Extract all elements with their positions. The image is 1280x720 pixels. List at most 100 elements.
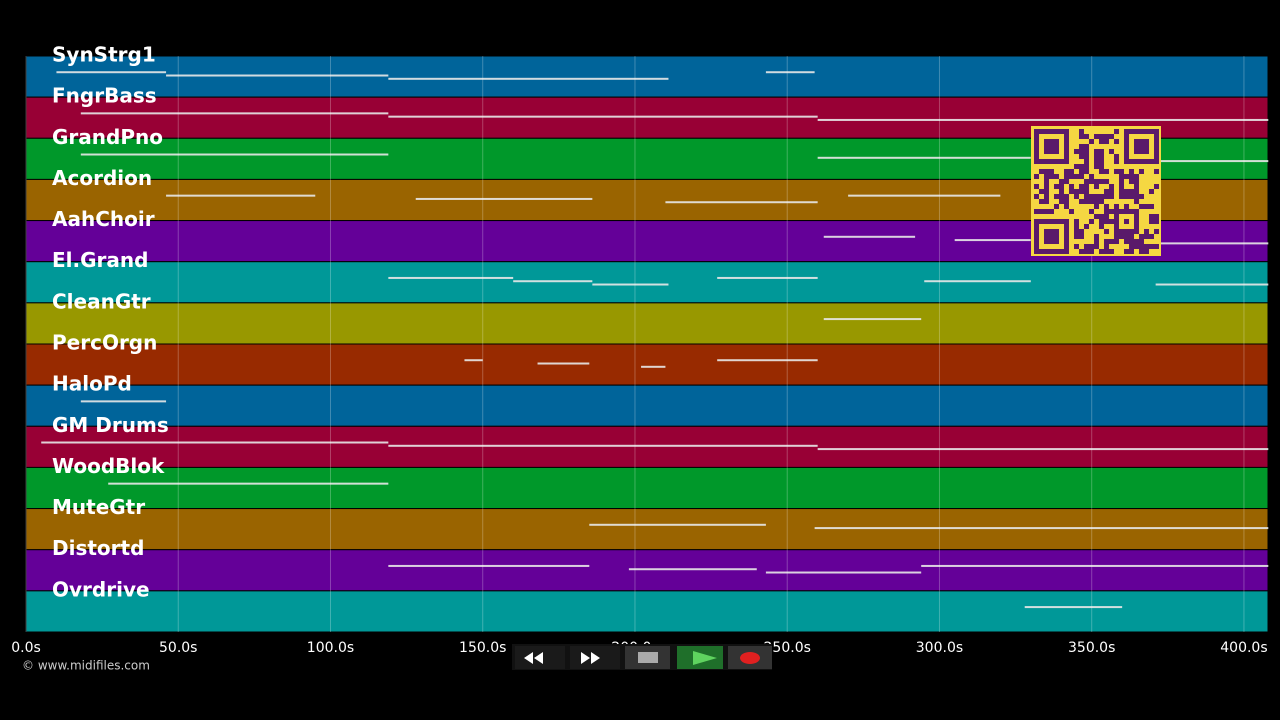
qr-cell: [1144, 234, 1149, 239]
qr-cell: [1039, 169, 1044, 174]
qr-finder: [1044, 139, 1059, 154]
stop-button[interactable]: [625, 646, 670, 669]
qr-cell: [1074, 174, 1079, 179]
qr-finder: [1134, 139, 1149, 154]
qr-cell: [1064, 169, 1069, 174]
note-segment: [814, 527, 1269, 530]
qr-cell: [1044, 199, 1049, 204]
qr-cell: [1099, 149, 1104, 154]
qr-cell: [1099, 134, 1104, 139]
track-label: HaloPd: [52, 372, 132, 396]
qr-finder: [1124, 219, 1129, 224]
play-button[interactable]: [677, 646, 723, 669]
qr-cell: [1059, 199, 1064, 204]
qr-cell: [1074, 194, 1079, 199]
qr-cell: [1109, 209, 1114, 214]
qr-cell: [1129, 174, 1134, 179]
qr-cell: [1034, 174, 1039, 179]
qr-cell: [1074, 234, 1079, 239]
note-segment: [388, 77, 669, 80]
note-segment: [166, 74, 389, 77]
qr-cell: [1034, 194, 1039, 199]
qr-cell: [1084, 159, 1089, 164]
qr-cell: [1154, 169, 1159, 174]
qr-cell: [1094, 184, 1099, 189]
note-segment: [921, 564, 1269, 567]
qr-cell: [1094, 149, 1099, 154]
time-tick-label: 50.0s: [159, 640, 197, 656]
note-segment: [765, 71, 815, 74]
qr-cell: [1134, 199, 1139, 204]
track-label: FngrBass: [52, 84, 157, 108]
qr-cell: [1134, 189, 1139, 194]
note-segment: [589, 523, 766, 526]
qr-cell: [1089, 174, 1094, 179]
qr-cell: [1099, 194, 1104, 199]
note-segment: [388, 115, 818, 118]
qr-cell: [1094, 204, 1099, 209]
qr-cell: [1074, 224, 1079, 229]
qr-cell: [1129, 244, 1134, 249]
qr-cell: [1089, 139, 1094, 144]
qr-cell: [1154, 244, 1159, 249]
qr-cell: [1084, 194, 1089, 199]
note-segment: [388, 564, 590, 567]
note-segment: [817, 156, 1031, 159]
time-tick-label: 300.0s: [916, 640, 963, 656]
track-label: El.Grand: [52, 248, 148, 272]
time-tick-label: 250.0s: [764, 640, 811, 656]
qr-cell: [1089, 194, 1094, 199]
qr-cell: [1104, 139, 1109, 144]
qr-cell: [1064, 204, 1069, 209]
qr-cell: [1089, 219, 1094, 224]
time-tick-label: 400.0s: [1220, 640, 1267, 656]
track-label: PercOrgn: [52, 331, 157, 355]
qr-cell: [1104, 244, 1109, 249]
qr-cell: [1094, 134, 1099, 139]
qr-cell: [1099, 159, 1104, 164]
qr-cell: [1079, 249, 1084, 254]
qr-cell: [1079, 199, 1084, 204]
qr-cell: [1069, 169, 1074, 174]
note-segment: [388, 276, 514, 279]
qr-cell: [1134, 184, 1139, 189]
note-segment: [817, 448, 1269, 451]
note-segment: [41, 441, 389, 444]
track-lane: [25, 55, 1269, 98]
qr-cell: [1099, 199, 1104, 204]
qr-cell: [1149, 219, 1154, 224]
qr-cell: [1049, 209, 1054, 214]
time-tick-label: 0.0s: [11, 640, 41, 656]
rewind-button[interactable]: [515, 646, 565, 669]
qr-cell: [1039, 209, 1044, 214]
qr-cell: [1104, 209, 1109, 214]
qr-cell: [1094, 179, 1099, 184]
note-segment: [848, 194, 1001, 197]
qr-cell: [1119, 184, 1124, 189]
qr-cell: [1154, 184, 1159, 189]
track-lane: [25, 425, 1269, 468]
note-segment: [513, 280, 593, 283]
qr-cell: [1104, 169, 1109, 174]
qr-cell: [1129, 179, 1134, 184]
forward-button[interactable]: [570, 646, 620, 669]
qr-cell: [1119, 189, 1124, 194]
track-label: WoodBlok: [52, 454, 165, 478]
qr-cell: [1064, 199, 1069, 204]
note-segment: [108, 482, 389, 485]
qr-cell: [1139, 239, 1144, 244]
qr-cell: [1129, 234, 1134, 239]
qr-cell: [1114, 169, 1119, 174]
qr-cell: [1084, 134, 1089, 139]
qr-cell: [1124, 174, 1129, 179]
qr-cell: [1144, 204, 1149, 209]
qr-cell: [1114, 239, 1119, 244]
record-button[interactable]: [728, 646, 772, 669]
track-label: SynStrg1: [52, 43, 156, 67]
qr-cell: [1084, 189, 1089, 194]
qr-cell: [1089, 199, 1094, 204]
qr-cell: [1089, 179, 1094, 184]
track-lane: [25, 343, 1269, 386]
qr-cell: [1034, 184, 1039, 189]
qr-cell: [1104, 194, 1109, 199]
